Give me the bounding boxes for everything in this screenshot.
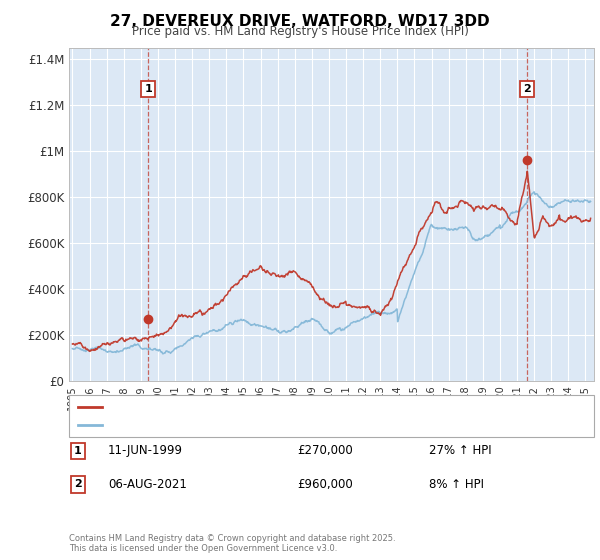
Text: 2: 2 <box>74 479 82 489</box>
Text: 27% ↑ HPI: 27% ↑ HPI <box>429 444 491 458</box>
Text: £270,000: £270,000 <box>297 444 353 458</box>
Text: 1: 1 <box>74 446 82 456</box>
Text: 8% ↑ HPI: 8% ↑ HPI <box>429 478 484 491</box>
Text: 1: 1 <box>145 84 152 94</box>
Text: Contains HM Land Registry data © Crown copyright and database right 2025.
This d: Contains HM Land Registry data © Crown c… <box>69 534 395 553</box>
Text: 27, DEVEREUX DRIVE, WATFORD, WD17 3DD (detached house): 27, DEVEREUX DRIVE, WATFORD, WD17 3DD (d… <box>105 402 450 412</box>
Text: 06-AUG-2021: 06-AUG-2021 <box>108 478 187 491</box>
Text: 11-JUN-1999: 11-JUN-1999 <box>108 444 183 458</box>
Text: 27, DEVEREUX DRIVE, WATFORD, WD17 3DD: 27, DEVEREUX DRIVE, WATFORD, WD17 3DD <box>110 14 490 29</box>
Text: 2: 2 <box>523 84 531 94</box>
Text: £960,000: £960,000 <box>297 478 353 491</box>
Text: HPI: Average price, detached house, Watford: HPI: Average price, detached house, Watf… <box>105 420 350 430</box>
Text: Price paid vs. HM Land Registry's House Price Index (HPI): Price paid vs. HM Land Registry's House … <box>131 25 469 38</box>
